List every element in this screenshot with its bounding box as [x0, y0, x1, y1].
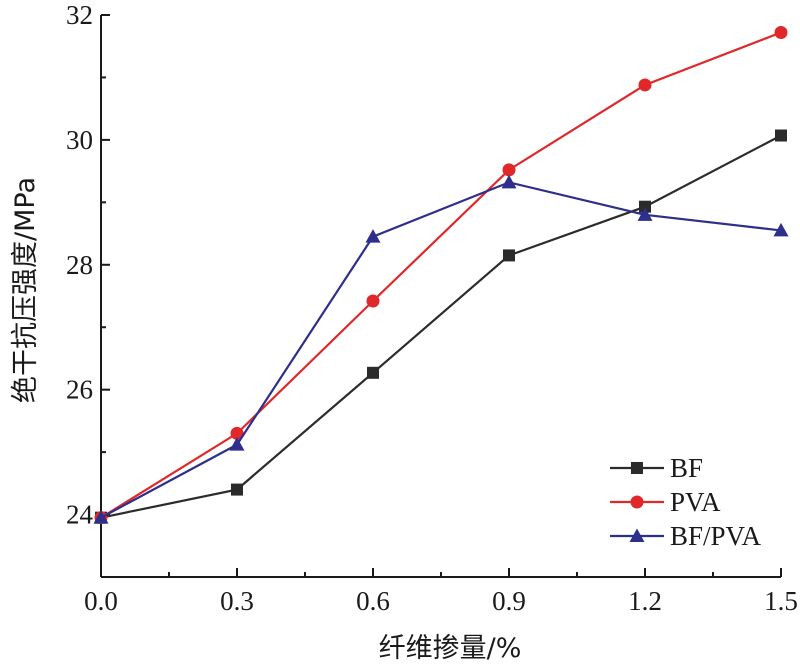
- x-tick-label: 0.6: [356, 586, 390, 616]
- y-tick-label: 30: [66, 125, 93, 155]
- data-point-bf-pva: [637, 207, 653, 221]
- data-point-bf: [367, 366, 379, 379]
- legend-marker-bf-pva: [629, 528, 645, 542]
- data-point-bf-pva: [229, 437, 245, 451]
- y-axis-title: 绝干抗压强度/MPa: [10, 177, 41, 403]
- data-point-bf-pva: [773, 222, 789, 237]
- x-tick-label: 0.0: [84, 586, 118, 616]
- legend-label-bf-pva: BF/PVA: [670, 521, 762, 551]
- data-point-bf: [639, 200, 651, 213]
- x-axis-title: 纤维掺量/%: [379, 633, 522, 664]
- x-tick-label: 0.9: [492, 586, 526, 616]
- data-point-pva: [638, 78, 652, 92]
- y-tick-label: 26: [66, 375, 93, 405]
- x-tick-label: 0.3: [220, 586, 254, 616]
- data-point-pva: [366, 294, 380, 308]
- legend-marker-pva: [630, 495, 644, 509]
- data-point-bf-pva: [365, 229, 381, 243]
- legend-label-bf: BF: [670, 453, 703, 483]
- legend: BF PVA BF/PVA: [610, 453, 762, 551]
- data-point-bf-pva: [93, 510, 109, 524]
- data-point-pva: [774, 25, 788, 39]
- data-point-bf-pva: [501, 174, 517, 189]
- data-point-bf: [775, 129, 787, 142]
- y-tick-label: 32: [66, 0, 93, 30]
- x-tick-label: 1.5: [764, 586, 798, 616]
- data-point-bf: [503, 249, 515, 262]
- legend-label-pva: PVA: [670, 487, 721, 517]
- series-line-bf-pva: [100, 181, 782, 519]
- y-tick-label: 24: [66, 500, 94, 530]
- plot-area: [93, 25, 789, 525]
- legend-marker-bf: [631, 462, 643, 474]
- data-point-bf: [231, 483, 243, 496]
- series-line-bf: [100, 134, 782, 519]
- axes: 0.0 0.3 0.6 0.9 1.2 1.5 24 26 28 30 32: [66, 0, 798, 616]
- y-tick-label: 28: [66, 250, 93, 280]
- x-tick-label: 1.2: [628, 586, 662, 616]
- series-line-pva: [100, 31, 782, 519]
- data-point-pva: [502, 163, 516, 177]
- data-point-pva: [230, 426, 244, 440]
